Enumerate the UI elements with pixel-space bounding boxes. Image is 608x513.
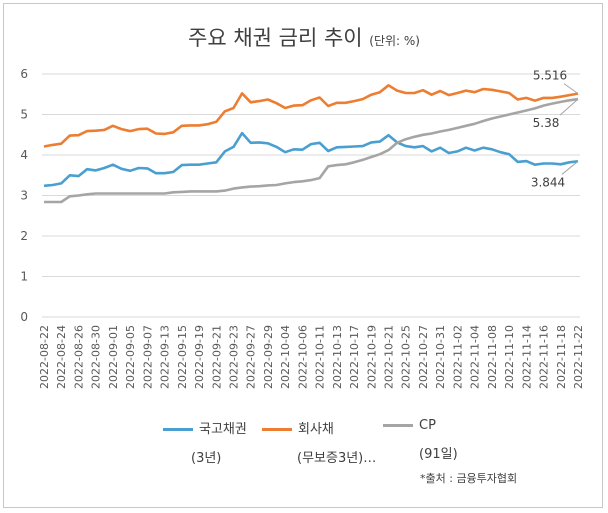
end-label-leader-company	[563, 83, 579, 95]
x-tick-label: 2022-09-07	[141, 325, 154, 389]
x-tick-label: 2022-08-24	[55, 325, 68, 389]
series-lines	[43, 84, 579, 204]
y-tick-label: 5	[20, 108, 28, 122]
grid-lines	[42, 73, 580, 318]
x-tick-label: 2022-08-30	[90, 325, 103, 389]
y-tick-label: 6	[20, 67, 28, 81]
chart-title: 주요 채권 금리 추이 (단위: %)	[0, 22, 608, 52]
x-tick-label: 2022-09-01	[107, 325, 120, 389]
x-tick-label: 2022-10-13	[331, 325, 344, 389]
x-tick-label: 2022-09-15	[176, 325, 189, 389]
x-tick-label: 2022-11-14	[520, 325, 533, 389]
legend-label-company: 회사채	[298, 422, 334, 437]
source-note: *출처 : 금융투자협회	[420, 472, 518, 485]
x-tick-label: 2022-10-04	[279, 325, 292, 389]
end-label-gukgo: 3.844	[531, 175, 565, 189]
x-tick-label: 2022-09-27	[245, 325, 258, 389]
x-tick-label: 2022-11-08	[486, 325, 499, 389]
x-tick-label: 2022-11-04	[469, 325, 482, 389]
legend-sub-company: (무보증3년)…	[297, 451, 377, 466]
x-tick-label: 2022-09-23	[227, 325, 240, 389]
x-tick-label: 2022-11-22	[572, 325, 585, 389]
chart-title-text: 주요 채권 금리 추이	[188, 26, 363, 50]
y-axis: 0 1 2 3 4 5 6	[20, 67, 28, 324]
end-label-leader-cp	[559, 98, 579, 116]
legend-sub-gukgo: (3년)	[191, 451, 222, 466]
legend-swatch-company	[262, 428, 292, 431]
y-tick-label: 3	[20, 189, 28, 203]
x-tick-label: 2022-10-25	[400, 325, 413, 389]
x-tick-label: 2022-10-27	[417, 325, 430, 389]
x-tick-label: 2022-10-31	[434, 325, 447, 389]
x-tick-label: 2022-10-11	[314, 325, 327, 389]
legend-item-company: 회사채 (무보증3년)…	[262, 418, 376, 466]
series-line-cp	[44, 97, 579, 204]
x-tick-label: 2022-10-19	[365, 325, 378, 389]
legend-item-cp: CP (91일)	[383, 418, 458, 462]
legend-sub-cp: (91일)	[419, 447, 458, 462]
legend-label-gukgo: 국고채권	[199, 422, 247, 437]
legend-swatch-gukgo	[163, 428, 193, 431]
x-tick-label: 2022-11-18	[555, 325, 568, 389]
x-tick-label: 2022-10-17	[348, 325, 361, 389]
y-tick-label: 1	[20, 270, 28, 284]
x-tick-label: 2022-09-19	[193, 325, 206, 389]
end-label-leader-gukgo	[561, 160, 579, 175]
legend-swatch-cp	[383, 424, 413, 427]
chart-frame	[3, 3, 603, 508]
x-tick-label: 2022-10-06	[296, 325, 309, 389]
y-tick-label: 4	[20, 148, 28, 162]
end-label-cp: 5.38	[533, 116, 560, 130]
legend-item-gukgo: 국고채권 (3년)	[163, 418, 247, 466]
end-label-company: 5.516	[533, 69, 567, 83]
series-line-company	[43, 84, 579, 148]
x-tick-label: 2022-11-16	[538, 325, 551, 389]
x-tick-label: 2022-11-10	[503, 325, 516, 389]
y-tick-label: 2	[20, 229, 28, 243]
series-line-gukgo	[43, 131, 579, 188]
x-tick-label: 2022-09-29	[262, 325, 275, 389]
x-tick-label: 2022-09-13	[159, 325, 172, 389]
x-tick-label: 2022-08-22	[38, 325, 51, 389]
x-axis: 2022-08-22 2022-08-24 2022-08-26 2022-08-30…	[38, 325, 585, 389]
end-labels: 3.844 5.516 5.38	[531, 69, 579, 189]
chart-title-unit: (단위: %)	[369, 34, 420, 48]
x-tick-label: 2022-11-02	[451, 325, 464, 389]
x-tick-label: 2022-09-21	[210, 325, 223, 389]
x-tick-label: 2022-09-05	[124, 325, 137, 389]
x-tick-label: 2022-10-21	[383, 325, 396, 389]
legend-label-cp: CP	[419, 418, 436, 433]
y-tick-label: 0	[20, 310, 28, 324]
x-tick-label: 2022-08-26	[72, 325, 85, 389]
